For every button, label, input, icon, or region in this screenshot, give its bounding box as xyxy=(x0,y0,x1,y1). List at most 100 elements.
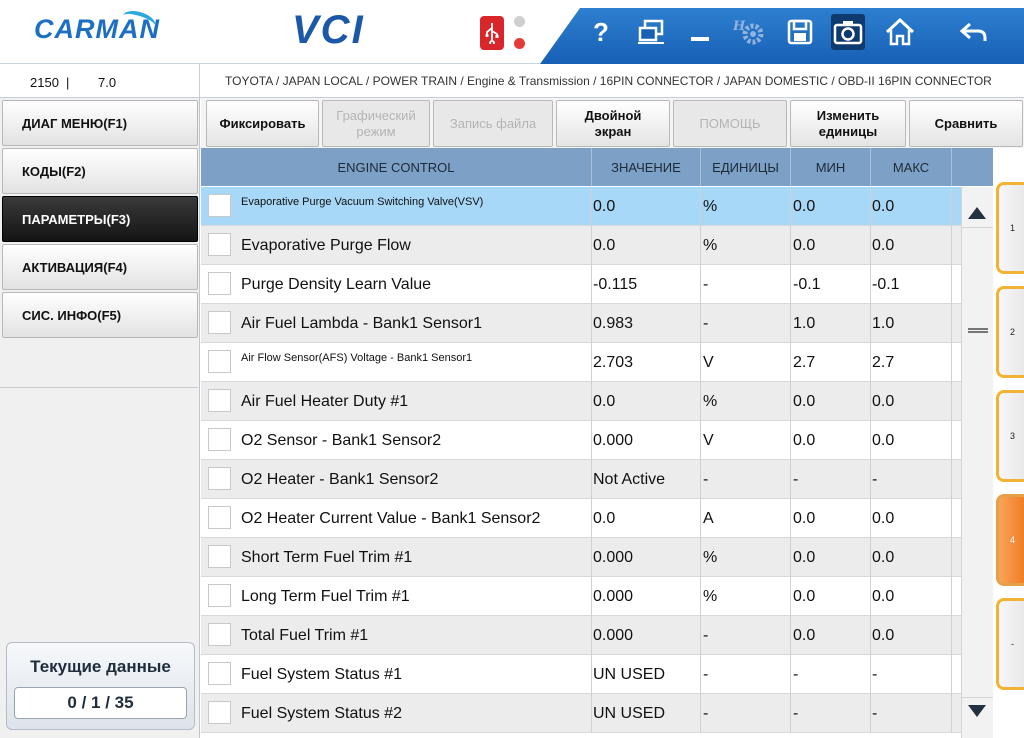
table-scrollbar[interactable] xyxy=(961,187,994,738)
row-checkbox[interactable] xyxy=(208,662,231,685)
row-checkbox[interactable] xyxy=(208,506,231,529)
dual-screen-line2: экран xyxy=(594,123,632,139)
parameter-units: % xyxy=(703,393,718,410)
column-divider xyxy=(790,343,791,382)
carman-logo: CARMAN xyxy=(34,14,160,44)
column-divider xyxy=(591,382,592,421)
back-icon[interactable] xyxy=(956,14,990,50)
row-checkbox[interactable] xyxy=(208,389,231,412)
toolbar xyxy=(540,8,1024,64)
table-row[interactable]: O2 Heater Current Value - Bank1 Sensor2 … xyxy=(201,499,961,538)
change-units-button[interactable]: Изменить единицы xyxy=(790,100,906,147)
row-checkbox[interactable] xyxy=(208,350,231,373)
column-divider xyxy=(951,694,952,733)
table-row[interactable]: Air Flow Sensor(AFS) Voltage - Bank1 Sen… xyxy=(201,343,961,382)
page-tab-2[interactable]: 2 xyxy=(996,286,1024,378)
sidebar-item-parameters[interactable]: ПАРАМЕТРЫ(F3) xyxy=(2,196,198,242)
parameter-value: UN USED xyxy=(593,666,666,683)
row-checkbox[interactable] xyxy=(208,623,231,646)
compare-button-label: Сравнить xyxy=(934,115,998,131)
column-divider xyxy=(870,265,871,304)
column-divider xyxy=(870,226,871,265)
parameter-max: -0.1 xyxy=(872,276,900,293)
page-tab-3[interactable]: 3 xyxy=(996,390,1024,482)
table-row[interactable]: O2 Sensor - Bank1 Sensor2 0.000 V 0.0 0.… xyxy=(201,421,961,460)
column-divider xyxy=(591,460,592,499)
save-icon[interactable] xyxy=(783,14,817,50)
row-checkbox[interactable] xyxy=(208,311,231,334)
column-divider xyxy=(591,616,592,655)
table-row[interactable]: Air Fuel Heater Duty #1 0.0 % 0.0 0.0 xyxy=(201,382,961,421)
table-row[interactable]: Purge Density Learn Value -0.115 - -0.1 … xyxy=(201,265,961,304)
page-tab-4[interactable]: 4 xyxy=(996,494,1024,586)
row-checkbox[interactable] xyxy=(208,272,231,295)
column-divider xyxy=(790,265,791,304)
compare-button[interactable]: Сравнить xyxy=(909,100,1023,147)
page-tab-5[interactable]: - xyxy=(996,598,1024,690)
column-divider xyxy=(951,226,952,265)
parameter-max: 0.0 xyxy=(872,510,895,527)
table-row[interactable]: Long Term Fuel Trim #1 0.000 % 0.0 0.0 xyxy=(201,577,961,616)
column-divider xyxy=(591,226,592,265)
column-header-units[interactable]: ЕДИНИЦЫ xyxy=(701,148,791,186)
column-header-min[interactable]: МИН xyxy=(791,148,871,186)
graph-mode-button[interactable]: Графический режим xyxy=(322,100,430,147)
parameter-min: - xyxy=(793,471,799,488)
sidebar-item-system-info[interactable]: СИС. ИНФО(F5) xyxy=(2,292,198,338)
row-checkbox[interactable] xyxy=(208,467,231,490)
change-units-button-label: Изменить единицы xyxy=(817,108,880,140)
column-divider xyxy=(790,421,791,460)
column-header-value[interactable]: ЗНАЧЕНИЕ xyxy=(592,148,701,186)
table-row[interactable]: Air Fuel Lambda - Bank1 Sensor1 0.983 - … xyxy=(201,304,961,343)
row-checkbox[interactable] xyxy=(208,233,231,256)
sidebar-item-diag-menu[interactable]: ДИАГ МЕНЮ(F1) xyxy=(2,100,198,146)
table-row[interactable]: Total Fuel Trim #1 0.000 - 0.0 0.0 xyxy=(201,616,961,655)
help-icon[interactable]: ? xyxy=(584,14,618,50)
parameter-units: - xyxy=(703,666,709,683)
table-row[interactable]: O2 Heater - Bank1 Sensor2 Not Active - -… xyxy=(201,460,961,499)
minimize-icon[interactable] xyxy=(683,14,717,50)
sidebar-item-activation[interactable]: АКТИВАЦИЯ(F4) xyxy=(2,244,198,290)
column-divider xyxy=(700,460,701,499)
row-checkbox[interactable] xyxy=(208,701,231,724)
parameter-value: UN USED xyxy=(593,705,666,722)
parameter-name: Air Flow Sensor(AFS) Voltage - Bank1 Sen… xyxy=(241,352,473,364)
column-divider xyxy=(790,616,791,655)
current-data-title: Текущие данные xyxy=(30,657,171,676)
parameter-name: Air Fuel Lambda - Bank1 Sensor1 xyxy=(241,315,483,332)
parameter-value: 0.0 xyxy=(593,237,616,254)
parameter-value: Not Active xyxy=(593,471,666,488)
parameter-name: O2 Heater - Bank1 Sensor2 xyxy=(241,471,439,488)
sidebar-divider xyxy=(0,387,198,388)
table-row[interactable]: Fuel System Status #2 UN USED - - - xyxy=(201,694,961,733)
scroll-up-icon[interactable] xyxy=(968,207,986,219)
home-icon[interactable] xyxy=(883,14,917,50)
help-button[interactable]: ПОМОЩЬ xyxy=(673,100,787,147)
row-checkbox[interactable] xyxy=(208,545,231,568)
page-tab-1[interactable]: 1 xyxy=(996,182,1024,274)
row-checkbox[interactable] xyxy=(208,428,231,451)
column-divider xyxy=(591,187,592,226)
column-header-max[interactable]: МАКС xyxy=(871,148,952,186)
sidebar-item-codes[interactable]: КОДЫ(F2) xyxy=(2,148,198,194)
column-divider xyxy=(870,460,871,499)
settings-icon[interactable]: H xyxy=(733,14,767,50)
row-checkbox[interactable] xyxy=(208,584,231,607)
table-row[interactable]: Fuel System Status #1 UN USED - - - xyxy=(201,655,961,694)
table-row[interactable]: Evaporative Purge Vacuum Switching Valve… xyxy=(201,187,961,226)
table-row[interactable]: Short Term Fuel Trim #1 0.000 % 0.0 0.0 xyxy=(201,538,961,577)
column-header-engine-control[interactable]: ENGINE CONTROL xyxy=(201,148,592,186)
camera-icon[interactable] xyxy=(831,14,865,50)
freeze-button[interactable]: Фиксировать xyxy=(206,100,319,147)
dual-screen-button[interactable]: Двойной экран xyxy=(556,100,670,147)
parameter-name: Evaporative Purge Flow xyxy=(241,237,411,254)
record-file-button[interactable]: Запись файла xyxy=(433,100,553,147)
scroll-thumb[interactable] xyxy=(968,328,988,333)
column-divider xyxy=(700,694,701,733)
window-icon[interactable] xyxy=(634,14,668,50)
row-checkbox[interactable] xyxy=(208,194,231,217)
device-info: 2150 | 7.0 xyxy=(0,64,200,98)
scroll-down-icon[interactable] xyxy=(968,705,986,717)
table-row[interactable]: Evaporative Purge Flow 0.0 % 0.0 0.0 xyxy=(201,226,961,265)
